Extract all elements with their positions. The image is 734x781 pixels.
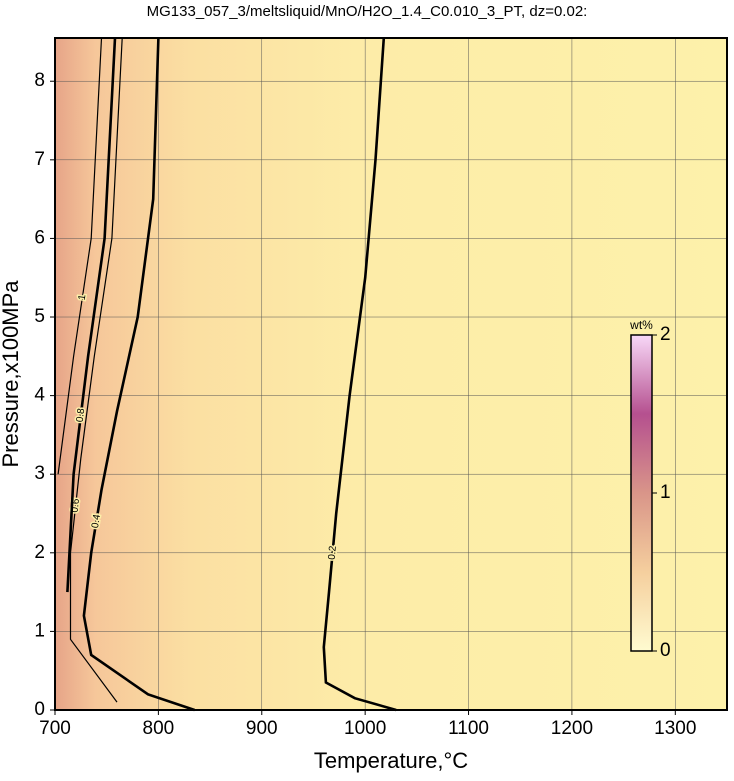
contour-line bbox=[82, 37, 196, 712]
contour-label: 0.8 bbox=[75, 407, 88, 423]
y-tick-label: 0 bbox=[34, 699, 45, 720]
contour-line bbox=[322, 37, 397, 712]
y-tick-label: 6 bbox=[34, 227, 45, 248]
y-tick-label: 4 bbox=[34, 385, 45, 406]
contour-label: 0.4 bbox=[90, 513, 103, 529]
x-tick-label: 1100 bbox=[448, 718, 489, 739]
contour-line bbox=[66, 37, 117, 593]
chart-title: MG133_057_3/meltsliquid/MnO/H2O_1.4_C0.0… bbox=[147, 3, 588, 20]
y-axis-label: Pressure,x100MPa bbox=[0, 280, 23, 468]
plot-background bbox=[55, 38, 727, 710]
contour-label: 1 bbox=[77, 293, 89, 301]
colorbar-tick-label: 2 bbox=[660, 324, 671, 345]
x-tick-label: 1300 bbox=[654, 718, 696, 739]
contour-line bbox=[57, 37, 103, 475]
colorbar-label: wt% bbox=[629, 318, 653, 332]
x-tick-label: 800 bbox=[143, 718, 175, 739]
y-tick-label: 8 bbox=[34, 70, 45, 91]
y-tick-label: 2 bbox=[34, 542, 45, 563]
x-tick-label: 700 bbox=[39, 718, 71, 739]
y-tick-label: 7 bbox=[34, 149, 45, 170]
y-tick-label: 1 bbox=[34, 620, 45, 641]
colorbar-tick-label: 0 bbox=[660, 640, 671, 661]
y-tick-label: 5 bbox=[34, 306, 45, 327]
colorbar bbox=[630, 334, 653, 652]
x-tick-label: 1200 bbox=[551, 718, 593, 739]
plot-frame bbox=[54, 37, 728, 711]
x-tick-label: 1000 bbox=[344, 718, 386, 739]
colorbar-tick-label: 1 bbox=[660, 482, 671, 503]
contour-line bbox=[69, 37, 123, 703]
contour-label: 0.2 bbox=[327, 545, 339, 560]
x-tick-label: 900 bbox=[246, 718, 278, 739]
y-tick-label: 3 bbox=[34, 463, 45, 484]
x-axis-label: Temperature,°C bbox=[314, 748, 468, 773]
